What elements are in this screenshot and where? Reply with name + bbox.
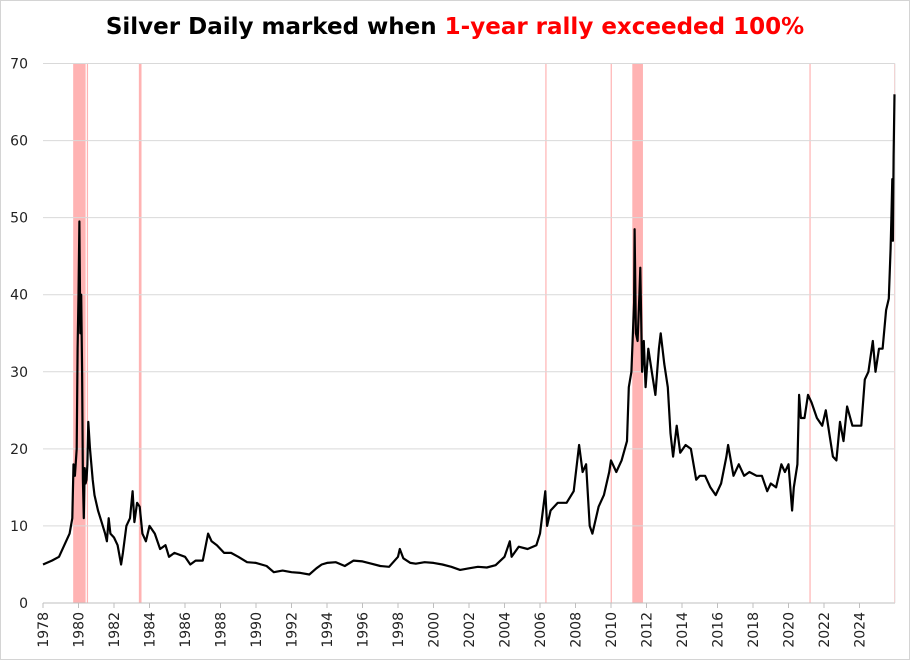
x-tick-label: 2002	[462, 612, 478, 648]
rally-band	[809, 63, 811, 603]
x-tick-label: 2020	[782, 612, 798, 648]
x-tick-label: 1988	[214, 612, 230, 648]
x-tick-label: 2018	[746, 612, 762, 648]
rally-band	[138, 63, 142, 603]
y-tick-label: 0	[19, 596, 28, 612]
y-tick-label: 10	[10, 519, 28, 535]
x-tick-label: 1984	[143, 612, 159, 648]
x-tick-label: 2004	[498, 612, 514, 648]
x-tick-label: 2000	[427, 612, 443, 648]
x-tick-label: 1980	[72, 612, 88, 648]
x-tick-label: 1990	[249, 612, 265, 648]
chart-title: Silver Daily marked when 1-year rally ex…	[0, 14, 910, 40]
silver-price-line	[42, 94, 896, 576]
x-tick-label: 1978	[36, 612, 52, 648]
rally-band	[545, 63, 547, 603]
y-tick-label: 70	[10, 57, 28, 73]
x-tick-label: 2010	[604, 612, 620, 648]
rally-band	[86, 63, 89, 603]
x-tick-label: 2012	[640, 612, 656, 648]
x-tick-label: 2016	[711, 612, 727, 648]
y-axis: 0 10 20 30 40 50 60 70	[10, 57, 28, 613]
x-tick-label: 2014	[675, 612, 691, 648]
x-tick-label: 2022	[817, 612, 833, 648]
x-axis: 1978 1980 1982 1984 1986 1988 1990 1992 1994 1996…	[36, 603, 869, 648]
x-tick-label: 2008	[569, 612, 585, 648]
y-tick-label: 20	[10, 442, 28, 458]
x-tick-label: 1982	[107, 612, 123, 648]
rally-bands	[73, 63, 896, 603]
x-tick-label: 1992	[285, 612, 301, 648]
x-tick-label: 1986	[178, 612, 194, 648]
title-plain: Silver Daily marked when	[105, 14, 445, 40]
title-highlight: 1-year rally exceeded 100%	[444, 14, 805, 40]
x-tick-label: 1994	[320, 612, 336, 648]
x-tick-label: 2006	[533, 612, 549, 648]
y-tick-label: 40	[10, 288, 28, 304]
gridlines	[43, 63, 896, 604]
rally-band	[610, 63, 612, 603]
x-tick-label: 1996	[356, 612, 372, 648]
x-tick-label: 1998	[391, 612, 407, 648]
y-tick-label: 30	[10, 365, 28, 381]
x-tick-label: 2024	[853, 612, 869, 648]
y-tick-label: 60	[10, 134, 28, 150]
y-tick-label: 50	[10, 211, 28, 227]
